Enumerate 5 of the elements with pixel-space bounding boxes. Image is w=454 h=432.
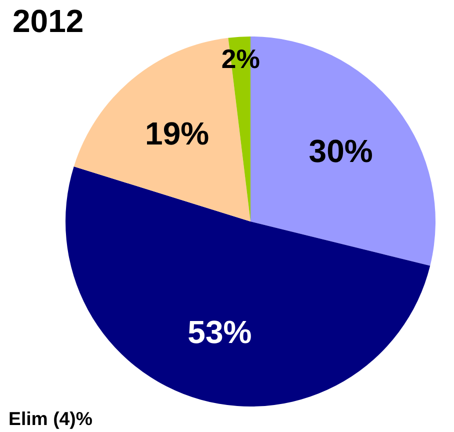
data-label: 30% bbox=[308, 132, 373, 169]
text: Elim (4)% bbox=[8, 408, 93, 429]
data-label: 53% bbox=[188, 314, 252, 350]
data-label: 19% bbox=[145, 115, 210, 152]
chart-title: 2012 bbox=[12, 3, 84, 39]
